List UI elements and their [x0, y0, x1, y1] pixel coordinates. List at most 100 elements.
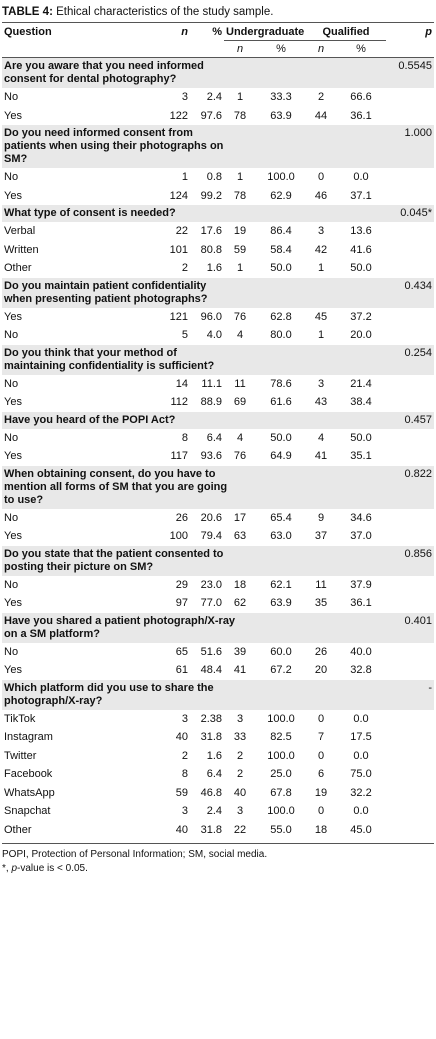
- answer-value: 46.8: [200, 786, 222, 799]
- answer-row: Yes 122 97.6 78 63.9 44 36.1: [2, 107, 434, 126]
- p-value: 0.457: [386, 411, 434, 429]
- answer-value: 63: [233, 530, 247, 543]
- answer-value: 39: [233, 645, 247, 658]
- p-value: 0.434: [386, 277, 434, 308]
- answer-value: 67.8: [270, 786, 292, 799]
- answer-value: 62.1: [270, 578, 292, 591]
- footnote: POPI, Protection of Personal Information…: [2, 849, 268, 860]
- answer-label: TikTok: [4, 712, 36, 725]
- header-cell: Qualified: [306, 22, 386, 41]
- answer-value: 82.5: [270, 731, 292, 744]
- answer-value: 11: [315, 578, 327, 591]
- answer-value: 22: [175, 225, 188, 238]
- answer-row: Written 101 80.8 59 58.4 42 41.6: [2, 241, 434, 260]
- answer-label: Yes: [4, 310, 22, 323]
- answer-value: 1: [181, 171, 188, 184]
- answer-value: 2.4: [206, 805, 222, 818]
- answer-value: 41: [233, 664, 247, 677]
- answer-value: 65: [175, 645, 188, 658]
- answer-value: 65.4: [270, 511, 292, 524]
- answer-value: 20.6: [200, 511, 222, 524]
- answer-label: Facebook: [4, 768, 53, 781]
- answer-value: 11.1: [201, 377, 222, 390]
- answer-value: 64.9: [270, 450, 292, 463]
- answer-row: Yes 121 96.0 76 62.8 45 37.2: [2, 308, 434, 327]
- answer-value: 32.2: [350, 786, 372, 799]
- answer-value: 63.9: [270, 109, 292, 122]
- answer-value: 66.6: [350, 91, 372, 104]
- answer-value: 86.4: [270, 225, 292, 238]
- answer-value: 76: [233, 450, 247, 463]
- answer-value: 2: [181, 749, 188, 762]
- question-cell: Do you think that your method of maintai…: [2, 344, 386, 375]
- header-cell: Undergraduate: [224, 22, 306, 41]
- empty-cell: [386, 393, 434, 412]
- answer-value: 97.6: [200, 109, 222, 122]
- answer-value: 3: [181, 805, 188, 818]
- answer-label: Other: [4, 823, 32, 836]
- answer-label: Verbal: [4, 225, 36, 238]
- question-cell: What type of consent is needed?: [2, 205, 386, 222]
- question-row: Have you shared a patient photograph/X-r…: [2, 612, 434, 643]
- answer-value: 96.0: [200, 310, 222, 323]
- question-cell: Do you maintain patient confidentiality …: [2, 277, 386, 308]
- answer-value: 88.9: [200, 396, 222, 409]
- answer-value: 44: [314, 109, 328, 122]
- header-cell: %: [256, 40, 306, 58]
- answer-label: Yes: [4, 109, 22, 122]
- answer-value: 50.0: [270, 262, 292, 275]
- answer-value: 80.0: [270, 329, 292, 342]
- answer-value: 3: [317, 377, 325, 390]
- answer-value: 62.9: [270, 189, 292, 202]
- answer-value: 2: [317, 91, 325, 104]
- answer-label: Instagram: [4, 731, 53, 744]
- answer-row: WhatsApp 59 46.8 40 67.8 19 32.2: [2, 784, 434, 803]
- answer-value: 33.3: [270, 91, 292, 104]
- answer-value: 1: [236, 91, 244, 104]
- answer-label: No: [4, 511, 19, 524]
- answer-value: 4: [236, 329, 244, 342]
- empty-cell: [386, 784, 434, 803]
- answer-value: 62: [233, 597, 247, 610]
- table-head: Question n % Undergraduate Qualified p n…: [2, 22, 434, 58]
- answer-label: Yes: [4, 597, 22, 610]
- answer-row: Yes 100 79.4 63 63.0 37 37.0: [2, 527, 434, 546]
- answer-value: 35: [314, 597, 328, 610]
- answer-value: 0.8: [206, 171, 222, 184]
- table-body: Are you aware that you need informed con…: [2, 57, 434, 840]
- title-text: Ethical characteristics of the study sam…: [56, 6, 274, 18]
- answer-value: 62.8: [270, 310, 292, 323]
- answer-value: 13.6: [350, 225, 372, 238]
- empty-cell: [386, 107, 434, 126]
- answer-value: 78: [233, 109, 247, 122]
- empty-cell: [386, 576, 434, 595]
- empty-cell: [386, 259, 434, 278]
- answer-label: No: [4, 377, 19, 390]
- answer-row: No 1 0.8 1 100.0 0 0.0: [2, 168, 434, 187]
- answer-value: 17.6: [200, 225, 222, 238]
- answer-label: Written: [4, 243, 39, 256]
- answer-value: 3: [317, 225, 325, 238]
- empty-cell: [386, 88, 434, 107]
- answer-value: 21.4: [350, 377, 372, 390]
- p-value: 0.856: [386, 545, 434, 576]
- empty-cell: [386, 241, 434, 260]
- answer-label: No: [4, 578, 19, 591]
- header-cell: %: [190, 22, 224, 41]
- empty-cell: [386, 710, 434, 729]
- answer-value: 61: [175, 664, 188, 677]
- footnote-part: p: [11, 863, 18, 874]
- answer-label: Yes: [4, 450, 22, 463]
- empty-cell: [386, 747, 434, 766]
- empty-cell: [386, 728, 434, 747]
- empty-cell: [386, 661, 434, 680]
- empty-cell: [386, 527, 434, 546]
- answer-value: 41: [314, 450, 328, 463]
- header-row: n % n %: [2, 40, 434, 58]
- answer-value: 4.0: [206, 329, 222, 342]
- answer-label: No: [4, 91, 19, 104]
- answer-value: 37.1: [350, 189, 372, 202]
- empty-cell: [386, 308, 434, 327]
- answer-value: 4: [317, 431, 325, 444]
- p-value: 1.000: [386, 125, 434, 168]
